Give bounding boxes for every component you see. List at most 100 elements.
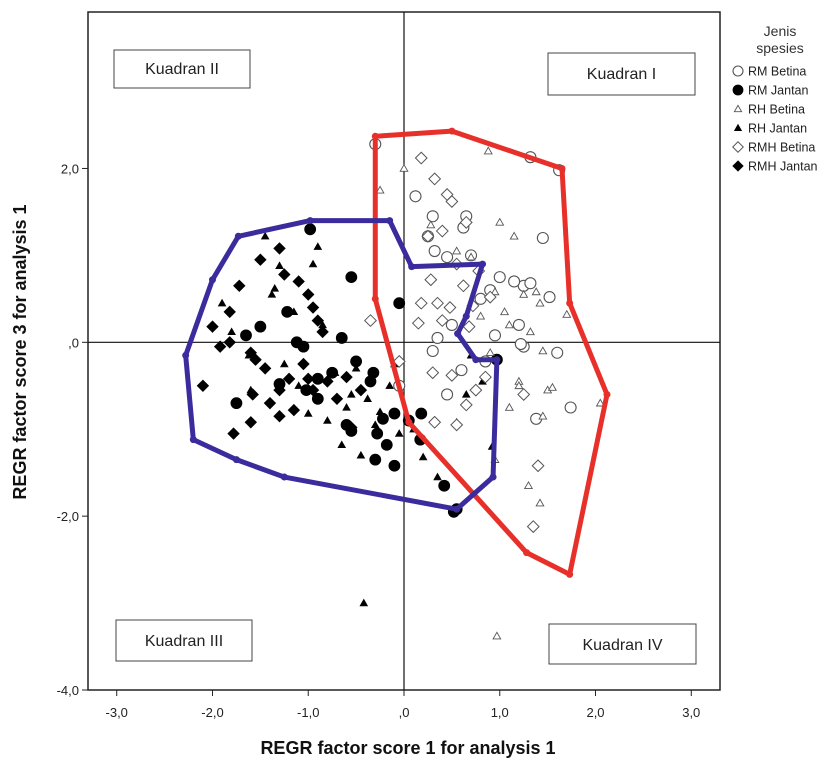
x-tick-label: 3,0 xyxy=(682,705,700,720)
data-point xyxy=(418,452,428,461)
data-point xyxy=(428,415,442,429)
data-point xyxy=(424,273,438,287)
hull-vertex xyxy=(489,473,497,481)
data-point xyxy=(426,344,439,358)
hull-vertex xyxy=(306,217,314,225)
hull-vertex xyxy=(208,276,216,284)
hull-vertex xyxy=(523,549,531,557)
hull-vertex xyxy=(182,351,190,359)
data-point xyxy=(411,316,425,330)
data-point xyxy=(369,453,382,466)
data-point xyxy=(375,185,385,194)
hull-vertex xyxy=(371,295,379,303)
data-point xyxy=(531,287,541,296)
data-point xyxy=(249,353,262,366)
data-point xyxy=(504,402,514,411)
data-point xyxy=(525,327,535,336)
x-axis-ticks: -3,0 -2,0 -1,0 ,0 1,0 2,0 3,0 xyxy=(106,690,700,720)
x-tick-label: 1,0 xyxy=(491,705,509,720)
legend-label: RM Jantan xyxy=(748,84,808,98)
data-point xyxy=(526,520,540,534)
hull-vertex xyxy=(454,330,462,338)
quadrant-label-1-text: Kuadran I xyxy=(587,66,656,83)
data-point xyxy=(354,383,368,397)
data-point xyxy=(233,279,246,293)
data-point xyxy=(493,271,506,284)
data-point xyxy=(562,309,572,318)
data-point xyxy=(302,372,315,386)
data-point xyxy=(388,407,401,420)
legend-item: RH Betina xyxy=(733,103,805,117)
data-point xyxy=(347,390,356,398)
data-point xyxy=(538,411,548,420)
series-rmh-betina xyxy=(364,151,545,534)
series-rmh-jantan xyxy=(196,242,368,440)
data-point xyxy=(282,372,296,386)
data-point xyxy=(316,325,329,339)
legend-label: RMH Jantan xyxy=(748,160,818,174)
data-point xyxy=(340,370,353,384)
x-tick-label: -1,0 xyxy=(297,705,319,720)
data-point xyxy=(469,383,483,397)
data-point xyxy=(431,331,444,345)
y-tick-label: ,0 xyxy=(68,335,79,350)
data-point xyxy=(492,631,502,640)
data-point xyxy=(345,271,358,284)
data-point xyxy=(294,381,303,389)
data-point xyxy=(536,231,549,245)
data-point xyxy=(306,301,320,314)
data-point xyxy=(370,420,380,429)
data-point xyxy=(380,438,393,451)
data-point xyxy=(275,261,284,269)
data-point xyxy=(441,251,454,264)
data-point xyxy=(273,242,286,255)
data-point xyxy=(490,287,500,296)
data-point xyxy=(459,398,473,412)
data-point xyxy=(474,292,487,305)
legend-marker xyxy=(733,104,743,113)
data-point xyxy=(414,151,428,165)
data-point xyxy=(335,332,348,344)
data-point xyxy=(258,362,272,375)
data-point xyxy=(409,190,422,203)
hull-layer xyxy=(182,127,611,578)
data-point xyxy=(488,329,502,342)
hull-vertex xyxy=(566,570,574,578)
data-point xyxy=(308,259,318,268)
data-point xyxy=(267,290,277,298)
legend: Jenis spesies RM Betina RM Jantan RH Betin… xyxy=(732,23,818,174)
y-axis-ticks: -4,0 -2,0 ,0 2,0 xyxy=(57,161,88,698)
legend-item: RMH Betina xyxy=(732,141,815,155)
data-point xyxy=(279,359,289,368)
x-axis-title: REGR factor score 1 for analysis 1 xyxy=(260,738,555,758)
y-tick-label: 2,0 xyxy=(61,161,79,176)
data-point xyxy=(330,392,344,406)
data-point xyxy=(230,397,243,410)
legend-item: RMH Jantan xyxy=(732,160,818,174)
x-tick-label: ,0 xyxy=(399,705,410,720)
data-point xyxy=(514,337,527,351)
x-tick-label: -3,0 xyxy=(106,705,128,720)
data-point xyxy=(483,290,497,304)
quadrant-label-2: Kuadran II xyxy=(113,49,251,89)
data-point xyxy=(240,329,252,342)
data-point xyxy=(466,252,476,261)
data-point xyxy=(483,146,493,155)
data-point xyxy=(213,340,227,353)
hull-vertex xyxy=(462,312,470,320)
data-point xyxy=(543,291,556,304)
data-point xyxy=(421,229,435,243)
hull-vertex xyxy=(566,299,574,307)
data-point xyxy=(456,279,470,293)
hull-vertex xyxy=(234,232,242,240)
quadrant-label-4: Kuadran IV xyxy=(548,623,697,665)
data-point xyxy=(535,298,545,307)
hull-vertex xyxy=(189,436,197,444)
legend-title: Jenis xyxy=(764,23,797,39)
y-axis-title: REGR factor score 3 for analysis 1 xyxy=(10,204,30,499)
hull-vertex xyxy=(405,418,413,426)
points-layer xyxy=(196,138,605,640)
quadrant-label-2-text: Kuadran II xyxy=(145,61,219,78)
quadrant-label-3-text: Kuadran III xyxy=(145,633,223,650)
data-point xyxy=(364,314,377,328)
